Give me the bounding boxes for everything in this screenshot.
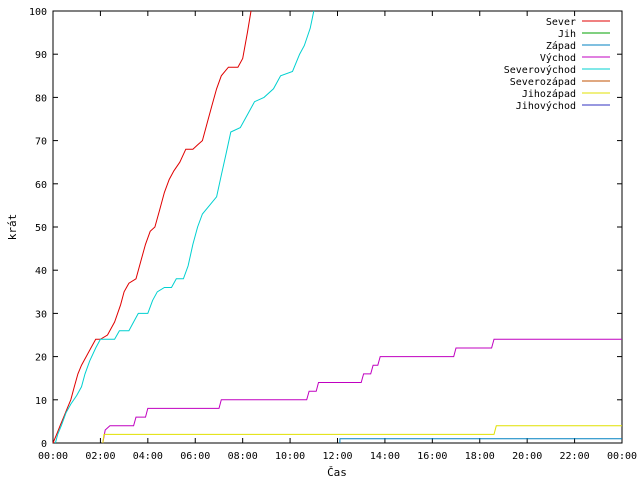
x-tick-label: 20:00 [512,451,542,462]
series-line-západ [339,438,622,443]
y-tick-label: 100 [29,7,47,18]
legend-label: Severozápad [510,76,576,88]
y-axis-title: krát [6,214,19,241]
series-line-sever [52,10,252,444]
y-tick-label: 40 [35,266,47,277]
x-tick-label: 18:00 [465,451,495,462]
x-tick-label: 04:00 [133,451,163,462]
y-tick-label: 30 [35,309,47,320]
y-tick-label: 0 [41,439,47,450]
legend-label: Jih [558,29,576,40]
legend-label: Jihozápad [522,88,576,100]
x-tick-label: 22:00 [560,451,590,462]
y-tick-label: 10 [35,396,47,407]
x-tick-label: 00:00 [607,451,637,462]
legend-label: Východ [540,52,576,64]
y-tick-label: 20 [35,353,47,364]
legend-label: Jihovýchod [516,100,576,112]
legend-label: Severovýchod [504,64,576,76]
y-tick-label: 50 [35,223,47,234]
x-tick-label: 14:00 [370,451,400,462]
legend-label: Sever [546,17,576,28]
legend: SeverJihZápadVýchodSeverovýchodSeverozáp… [504,17,610,112]
y-tick-label: 80 [35,93,47,104]
series-lines [52,10,622,444]
x-tick-label: 06:00 [180,451,210,462]
x-tick-label: 12:00 [322,451,352,462]
x-tick-label: 00:00 [38,451,68,462]
x-tick-label: 08:00 [228,451,258,462]
x-axis-title: Čas [327,466,347,479]
y-tick-label: 70 [35,137,47,148]
series-line-jihozápad [102,425,622,444]
x-tick-label: 10:00 [275,451,305,462]
series-line-severovýchod [54,10,315,444]
y-tick-label: 90 [35,50,47,61]
legend-label: Západ [546,40,576,52]
y-tick-label: 60 [35,180,47,191]
axis-ticks: 0 10 20 30 40 50 60 70 80 90 100 00:00 02:00 04:00 06:… [29,7,637,462]
series-line-východ [102,338,622,444]
x-tick-label: 02:00 [85,451,115,462]
x-tick-label: 16:00 [417,451,447,462]
